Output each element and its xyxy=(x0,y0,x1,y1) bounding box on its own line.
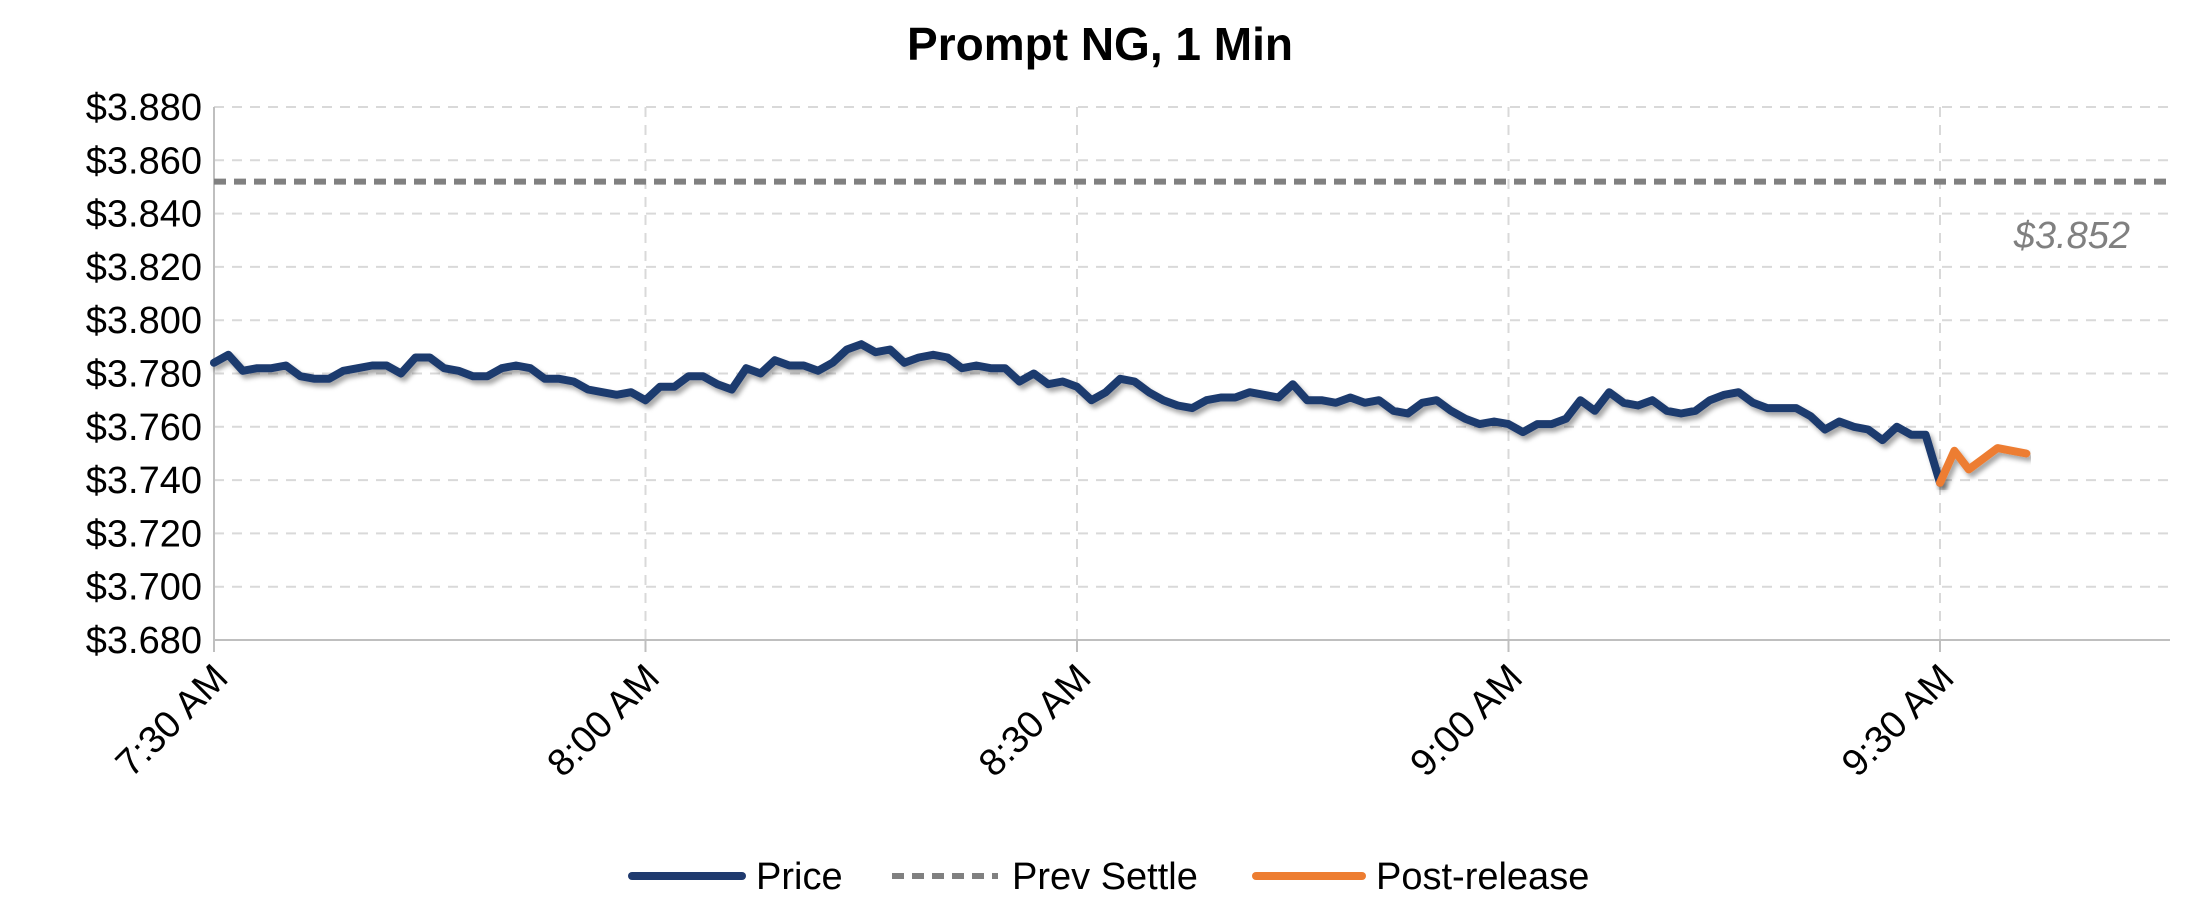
y-tick-label: $3.720 xyxy=(86,513,202,555)
legend-item-price: Price xyxy=(628,856,843,898)
y-tick-label: $3.680 xyxy=(86,620,202,662)
grid xyxy=(214,106,2170,640)
y-tick-label: $3.860 xyxy=(86,140,202,182)
series xyxy=(210,178,2170,487)
series-line-post-release xyxy=(1936,444,2031,487)
x-tick-label: 9:00 AM xyxy=(1403,657,1531,785)
x-tick-label: 7:30 AM xyxy=(108,657,236,785)
y-tick-label: $3.800 xyxy=(86,300,202,342)
legend-item-prev-settle: Prev Settle xyxy=(892,856,1198,898)
y-tick-label: $3.760 xyxy=(86,407,202,449)
legend: Price Prev Settle Post-release xyxy=(628,856,1589,898)
legend-label-price: Price xyxy=(756,856,843,898)
y-tick-label: $3.820 xyxy=(86,247,202,289)
legend-label-post-release: Post-release xyxy=(1376,856,1589,898)
y-tick-label: $3.700 xyxy=(86,567,202,609)
x-tick-label: 9:30 AM xyxy=(1834,657,1962,785)
y-tick-label: $3.840 xyxy=(86,194,202,236)
y-tick-label: $3.740 xyxy=(86,460,202,502)
x-tick-label: 8:00 AM xyxy=(540,657,668,785)
legend-item-post-release: Post-release xyxy=(1252,856,1589,898)
prev-settle-annotation: $3.852 xyxy=(2013,215,2130,257)
series-line-price xyxy=(210,340,1944,487)
axes xyxy=(213,107,2170,652)
y-tick-labels: $3.680 $3.700 $3.720 $3.740 $3.760 $3.780 $3.8… xyxy=(86,87,202,662)
y-tick-label: $3.880 xyxy=(86,87,202,129)
y-tick-label: $3.780 xyxy=(86,354,202,396)
x-tick-label: 8:30 AM xyxy=(971,657,1099,785)
x-tick-labels: 7:30 AM 8:00 AM 8:30 AM 9:00 AM 9:30 AM xyxy=(108,657,1962,785)
legend-label-prev-settle: Prev Settle xyxy=(1012,856,1198,898)
chart-title: Prompt NG, 1 Min xyxy=(907,18,1293,70)
